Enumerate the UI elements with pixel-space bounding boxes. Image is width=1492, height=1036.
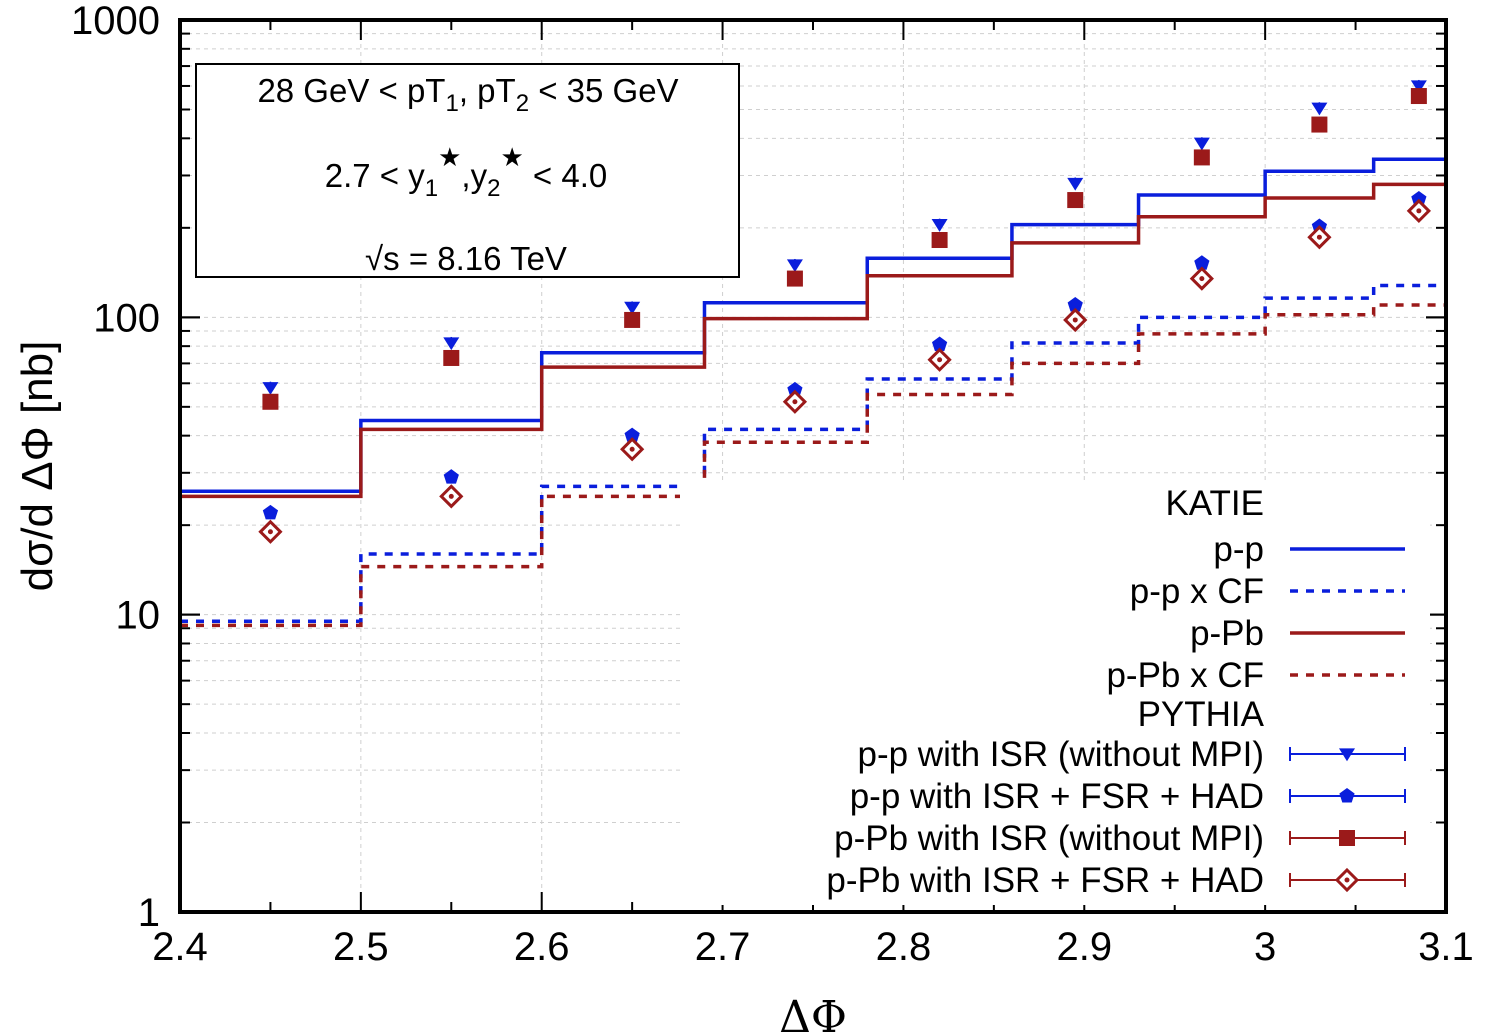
point-series-1 xyxy=(1067,177,1084,191)
point-series-3 xyxy=(786,270,803,287)
point-series-4-center xyxy=(1199,276,1205,282)
y-tick-label: 1 xyxy=(138,891,160,935)
info-box-frame xyxy=(195,63,740,278)
point-series-1 xyxy=(443,337,460,351)
axis-ticks xyxy=(179,19,1447,913)
point-series-2 xyxy=(1194,255,1210,270)
legend-label: p-Pb with ISR (without MPI) xyxy=(834,819,1264,858)
point-series-3 xyxy=(1410,88,1427,105)
legend-label: p-p with ISR + FSR + HAD xyxy=(850,777,1264,816)
point-series-3 xyxy=(1311,116,1328,133)
pythia-points xyxy=(258,79,1431,544)
x-tick-label: 2.9 xyxy=(1056,925,1112,969)
point-series-4-center xyxy=(629,446,635,452)
point-series-1 xyxy=(786,259,803,273)
point-series-1 xyxy=(262,382,279,395)
legend-label: p-p x CF xyxy=(1130,572,1264,611)
histogram-p-pb xyxy=(180,182,1446,499)
legend-marker-center xyxy=(1344,877,1350,883)
histogram-p-p xyxy=(180,157,1446,494)
point-series-1 xyxy=(624,301,641,315)
legend-marker xyxy=(1339,748,1355,762)
tick-labels: 2.4 2.5 2.6 2.7 2.8 2.9 3 3.1 1 10 100 1000 xyxy=(71,0,1474,969)
point-series-1 xyxy=(1193,137,1210,151)
point-series-1 xyxy=(931,219,948,232)
point-series-3 xyxy=(443,349,460,366)
x-tick-label: 2.7 xyxy=(695,925,751,969)
info-line-pt: 28 GeV < pT1, pT2 < 35 GeV xyxy=(257,72,678,117)
y-tick-label: 100 xyxy=(93,296,160,340)
y-axis-title: dσ/d ΔΦ [nb] xyxy=(13,341,62,592)
y-tick-label: 10 xyxy=(116,594,161,638)
x-tick-label: 3.1 xyxy=(1418,925,1474,969)
info-line-energy: √s = 8.16 TeV xyxy=(365,240,567,277)
point-series-4-center xyxy=(1416,208,1422,214)
info-line-rapidity: 2.7 < y1★,y2★ < 4.0 xyxy=(325,142,607,202)
legend-label: p-Pb with ISR + FSR + HAD xyxy=(826,861,1264,900)
point-series-4-center xyxy=(267,529,273,535)
legend-background xyxy=(680,480,1430,905)
legend-group-katie: KATIE xyxy=(1165,484,1264,523)
histogram-p-p-x-cf xyxy=(180,283,1446,624)
x-axis-title: ΔΦ xyxy=(779,992,847,1036)
point-series-2 xyxy=(624,427,640,443)
legend-marker xyxy=(1339,788,1355,803)
histogram-p-pb-x-cf xyxy=(180,303,1446,628)
point-series-2 xyxy=(1411,191,1427,206)
legend-label: p-Pb x CF xyxy=(1106,656,1264,695)
point-series-1 xyxy=(1410,80,1427,94)
x-tick-label: 3 xyxy=(1254,925,1276,969)
point-series-2 xyxy=(931,336,948,352)
point-series-3 xyxy=(262,393,279,410)
point-series-4-center xyxy=(1316,234,1322,240)
y-tick-label: 1000 xyxy=(71,0,160,43)
point-series-4-center xyxy=(792,399,798,405)
katie-histograms xyxy=(180,157,1446,628)
x-tick-label: 2.8 xyxy=(876,925,932,969)
info-box: 28 GeV < pT1, pT2 < 35 GeV 2.7 < y1★,y2★… xyxy=(195,63,740,278)
point-series-2 xyxy=(262,504,279,520)
legend-label: p-Pb xyxy=(1190,614,1264,653)
point-series-2 xyxy=(443,469,459,484)
point-series-2 xyxy=(787,381,803,397)
point-series-3 xyxy=(1193,149,1210,166)
point-series-2 xyxy=(1067,297,1083,312)
legend-label: p-p xyxy=(1213,530,1264,569)
point-series-3 xyxy=(931,232,948,249)
legend: p-pp-p x CFp-Pbp-Pb x CF p-p with ISR (wi… xyxy=(826,530,1406,900)
legend-group-pythia: PYTHIA xyxy=(1138,695,1265,734)
point-series-1 xyxy=(1311,102,1328,116)
legend-marker xyxy=(1339,830,1355,846)
point-series-4-center xyxy=(937,357,943,363)
point-series-4-center xyxy=(448,493,454,499)
x-tick-label: 2.4 xyxy=(152,925,208,969)
x-tick-label: 2.6 xyxy=(514,925,570,969)
point-series-4-center xyxy=(1072,317,1078,323)
point-series-3 xyxy=(1067,192,1084,209)
point-series-3 xyxy=(624,311,641,328)
legend-label: p-p with ISR (without MPI) xyxy=(858,735,1265,774)
x-tick-label: 2.5 xyxy=(333,925,389,969)
